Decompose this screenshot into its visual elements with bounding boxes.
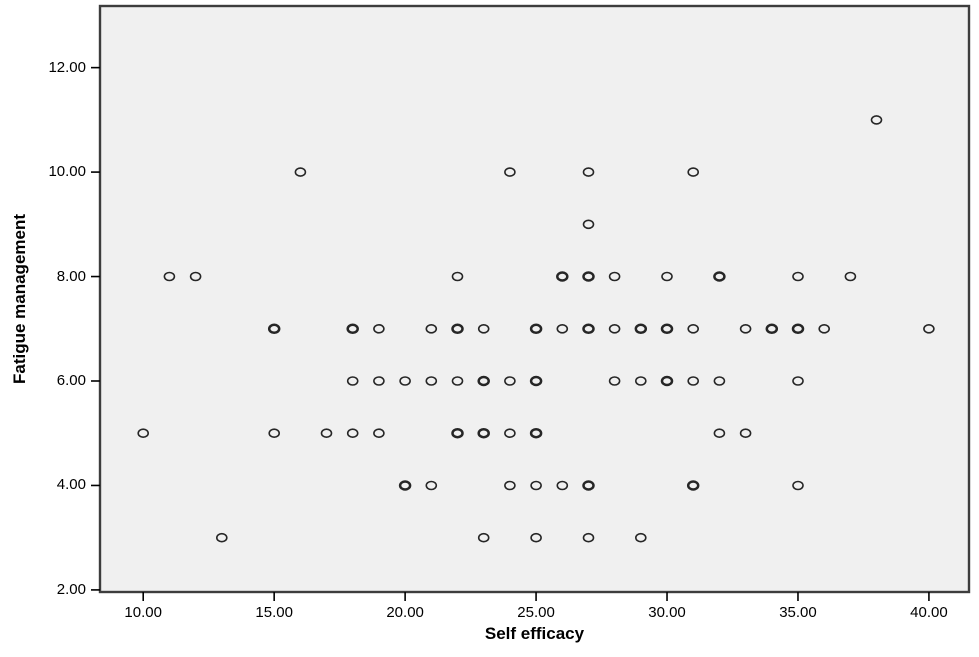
data-point — [398, 480, 412, 491]
data-point — [582, 219, 595, 230]
data-point — [687, 376, 700, 386]
data-point — [686, 480, 700, 491]
data-point — [477, 323, 490, 334]
data-point — [504, 376, 516, 386]
x-tick-label: 25.00 — [517, 604, 555, 621]
plot-area — [98, 4, 971, 594]
data-point — [818, 323, 831, 334]
data-point — [504, 428, 516, 439]
data-point — [529, 375, 543, 387]
data-point — [739, 428, 752, 439]
data-point — [765, 323, 779, 335]
data-point — [137, 428, 149, 439]
data-point — [660, 323, 674, 335]
data-point — [477, 532, 490, 543]
x-tick-label: 40.00 — [910, 604, 948, 621]
data-point — [713, 271, 726, 282]
data-point — [687, 167, 700, 177]
data-point — [556, 271, 569, 282]
data-point — [451, 376, 464, 386]
data-point — [268, 428, 281, 439]
y-tick-label: 6.00 — [56, 371, 86, 389]
x-tick-label: 35.00 — [779, 604, 817, 621]
data-point — [346, 428, 359, 439]
data-point — [713, 376, 726, 386]
data-point — [529, 427, 543, 439]
data-point — [399, 376, 411, 386]
data-point — [660, 375, 674, 387]
data-point — [425, 323, 438, 334]
data-point — [346, 323, 359, 335]
data-point — [530, 480, 542, 491]
data-point — [870, 115, 883, 125]
data-point — [504, 167, 516, 177]
data-point — [425, 480, 438, 491]
data-point — [792, 376, 804, 386]
data-point — [661, 271, 673, 282]
y-tick-label: 12.00 — [48, 58, 86, 76]
data-point — [373, 376, 385, 386]
data-point — [582, 271, 595, 282]
y-tick-label: 10.00 — [48, 163, 86, 181]
data-point — [451, 427, 464, 439]
data-point — [425, 376, 438, 386]
y-axis-title: Fatigue management — [10, 213, 29, 385]
data-point — [530, 532, 542, 543]
data-point — [582, 167, 595, 177]
x-axis-title: Self efficacy — [484, 624, 585, 643]
x-tick-label: 20.00 — [386, 604, 424, 621]
data-point — [294, 167, 307, 177]
data-point — [844, 271, 857, 282]
data-point — [504, 480, 516, 491]
data-point — [608, 271, 621, 282]
data-point — [451, 271, 464, 282]
data-point — [634, 323, 648, 335]
data-point — [582, 480, 595, 491]
data-point — [451, 323, 464, 335]
data-point — [373, 323, 385, 334]
data-point — [477, 427, 490, 439]
data-point — [608, 323, 621, 334]
data-point — [739, 323, 752, 334]
data-point — [582, 323, 595, 335]
x-tick-label: 15.00 — [255, 604, 293, 621]
data-point — [634, 376, 647, 386]
data-point — [320, 428, 333, 439]
data-point — [346, 376, 359, 386]
data-point — [477, 375, 490, 387]
data-point — [792, 480, 804, 491]
data-point — [189, 271, 202, 282]
data-point — [163, 271, 176, 282]
data-point — [608, 376, 621, 386]
x-tick-label: 30.00 — [648, 604, 686, 621]
data-point — [634, 532, 647, 543]
data-point — [792, 271, 804, 282]
data-point — [216, 532, 228, 543]
data-point — [556, 480, 569, 491]
data-point — [923, 323, 935, 334]
y-tick-label: 8.00 — [56, 267, 86, 285]
x-tick-label: 10.00 — [124, 604, 162, 621]
data-point — [267, 323, 281, 335]
y-tick-label: 4.00 — [56, 476, 86, 494]
data-point — [373, 428, 385, 439]
data-point — [529, 323, 543, 335]
data-point — [791, 323, 805, 335]
data-point — [582, 532, 595, 543]
y-tick-label: 2.00 — [56, 580, 86, 598]
data-point — [687, 323, 700, 334]
data-point — [556, 323, 569, 334]
data-point — [713, 428, 726, 439]
